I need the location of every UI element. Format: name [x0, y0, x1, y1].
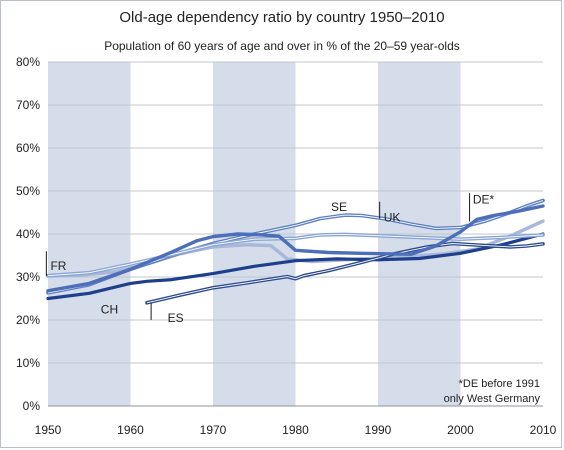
x-tick-label: 2000 [447, 423, 474, 437]
y-tick-label: 60% [16, 141, 40, 155]
series-de [46, 204, 545, 293]
x-axis-ticks: 1950 1960 1970 1980 1990 2000 2010 [35, 423, 557, 437]
y-axis-ticks: 0% 10% 20% 30% 40% 50% 60% 70% 80% [16, 55, 40, 413]
footnote-line: only West Germany [444, 393, 541, 405]
x-tick-label: 1970 [200, 423, 227, 437]
series-label-ch: CH [101, 303, 118, 317]
series-line-highlight-es [146, 243, 544, 304]
x-tick-label: 1950 [35, 423, 62, 437]
series-lines [46, 198, 545, 305]
y-tick-label: 20% [16, 313, 40, 327]
x-tick-label: 1960 [117, 423, 144, 437]
y-tick-label: 10% [16, 356, 40, 370]
x-tick-label: 2010 [530, 423, 557, 437]
y-tick-label: 70% [16, 98, 40, 112]
series-line-highlight-uk [47, 233, 544, 277]
y-tick-label: 80% [16, 55, 40, 69]
series-label-fr: FR [50, 259, 66, 273]
y-tick-label: 0% [23, 399, 41, 413]
series-ch [46, 232, 545, 301]
series-uk [46, 232, 545, 278]
x-tick-label: 1990 [365, 423, 392, 437]
chart-subtitle: Population of 60 years of age and over i… [104, 39, 460, 53]
y-tick-label: 30% [16, 270, 40, 284]
series-line-de [46, 204, 545, 293]
series-label-se: SE [331, 200, 347, 214]
footnote: *DE before 1991 only West Germany [444, 378, 541, 405]
series-labels: FR CH ES SE UK DE* [50, 192, 494, 325]
label-leaders [45, 193, 471, 320]
series-line-ch [46, 232, 545, 301]
y-tick-label: 40% [16, 227, 40, 241]
series-label-uk: UK [384, 211, 401, 225]
footnote-line: *DE before 1991 [459, 378, 540, 390]
series-label-es: ES [168, 311, 184, 325]
chart-title: Old-age dependency ratio by country 1950… [119, 9, 444, 26]
y-tick-label: 50% [16, 184, 40, 198]
x-tick-label: 1980 [282, 423, 309, 437]
series-label-de: DE* [473, 192, 495, 206]
series-es [145, 241, 545, 305]
